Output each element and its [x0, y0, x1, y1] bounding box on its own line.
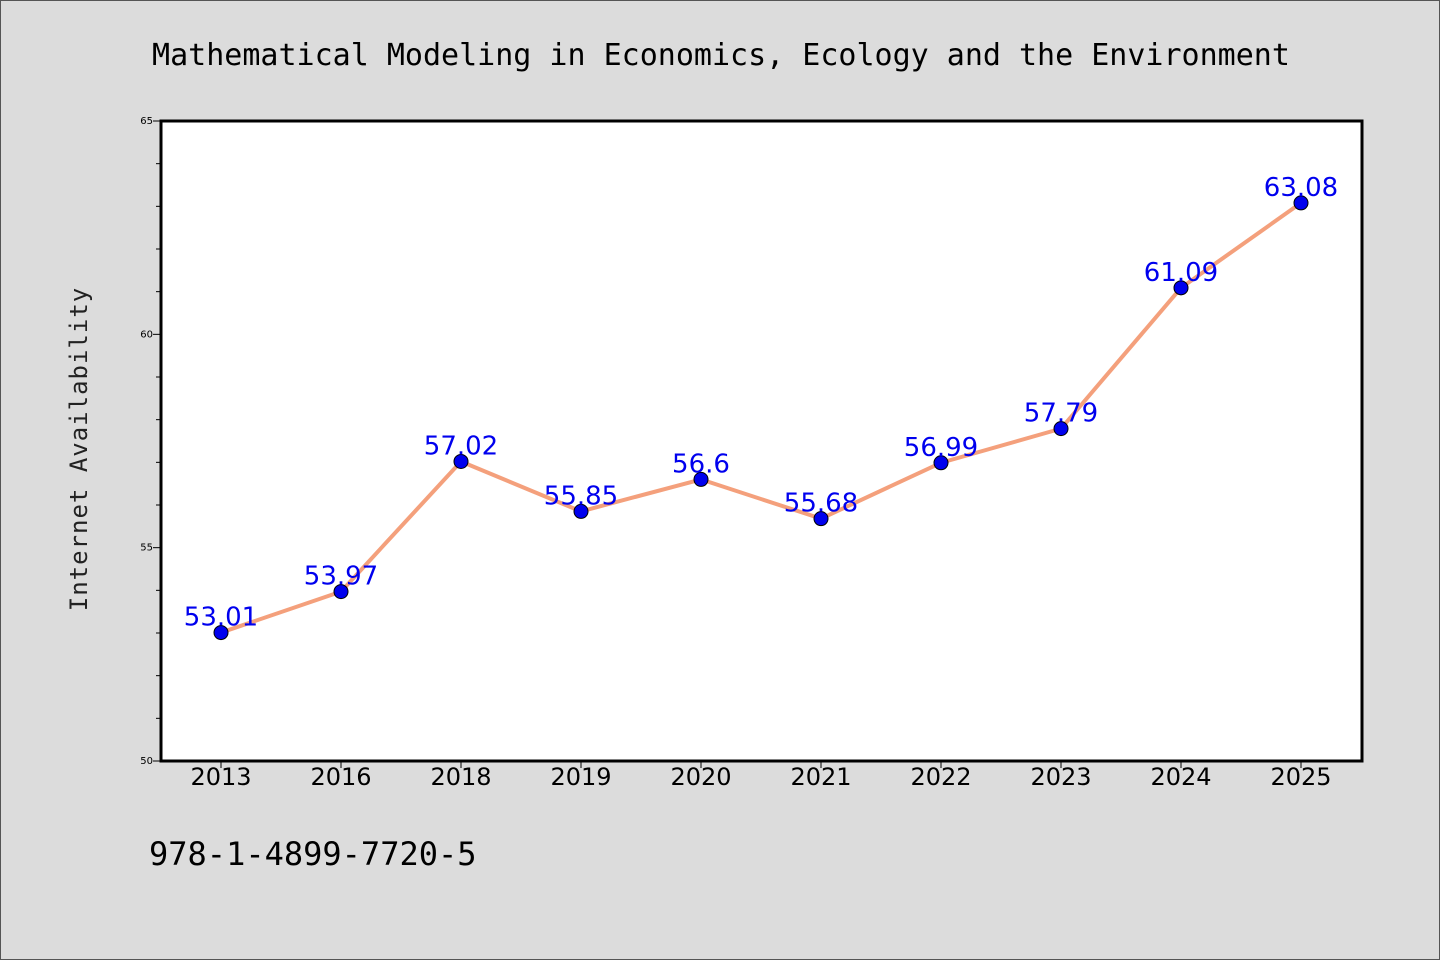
x-tick-label: 2016: [310, 763, 371, 791]
data-point-label: 57.79: [1024, 399, 1098, 429]
data-point-label: 53.97: [304, 562, 378, 592]
x-axis: 2013 2016 2018 2019 2020 2021 2022 2023 2024 2025: [190, 761, 1332, 791]
x-tick-label: 2019: [550, 763, 611, 791]
data-point-marker: [573, 503, 589, 519]
data-point-label: 55.68: [784, 489, 858, 519]
data-label-group: 53.01 53.97 57.02 55.85 56.6 55.68 56.99 57.79 6…: [184, 173, 1338, 633]
x-tick-label: 2020: [670, 763, 731, 791]
y-axis: 50 55 60 65: [140, 116, 161, 767]
y-tick-label: 55: [140, 543, 153, 554]
chart-title: Mathematical Modeling in Economics, Ecol…: [152, 38, 1290, 73]
data-point-marker: [333, 584, 349, 600]
data-point-label: 53.01: [184, 603, 258, 633]
data-point-label: 63.08: [1264, 173, 1338, 203]
y-tick-label: 50: [140, 756, 153, 767]
y-tick-label: 65: [140, 116, 153, 127]
series-line-group: [220, 201, 1303, 635]
series-marker-group: [213, 195, 1309, 641]
x-tick-label: 2022: [910, 763, 971, 791]
x-tick-label: 2024: [1150, 763, 1211, 791]
data-point-label: 55.85: [544, 481, 618, 511]
plot-area: [159, 119, 1364, 763]
data-point-label: 57.02: [424, 431, 498, 461]
x-tick-label: 2018: [430, 763, 491, 791]
x-tick-label: 2013: [190, 763, 251, 791]
y-axis-label: Internet Availability: [65, 287, 93, 611]
y-tick-label: 60: [140, 329, 153, 340]
data-point-label: 56.99: [904, 433, 978, 463]
x-tick-label: 2025: [1270, 763, 1331, 791]
data-point-marker: [813, 511, 829, 527]
data-point-label: 61.09: [1144, 258, 1218, 288]
data-point-label: 56.6: [672, 449, 730, 479]
x-tick-label: 2021: [790, 763, 851, 791]
data-point-marker: [933, 455, 949, 471]
isbn-text: 978-1-4899-7720-5: [149, 835, 477, 873]
data-point-marker: [1293, 195, 1309, 211]
data-point-marker: [453, 453, 469, 469]
x-tick-label: 2023: [1030, 763, 1091, 791]
data-point-marker: [693, 471, 709, 487]
series-line: [220, 201, 1303, 635]
data-point-marker: [213, 625, 229, 641]
data-point-marker: [1053, 421, 1069, 437]
data-point-marker: [1173, 280, 1189, 296]
